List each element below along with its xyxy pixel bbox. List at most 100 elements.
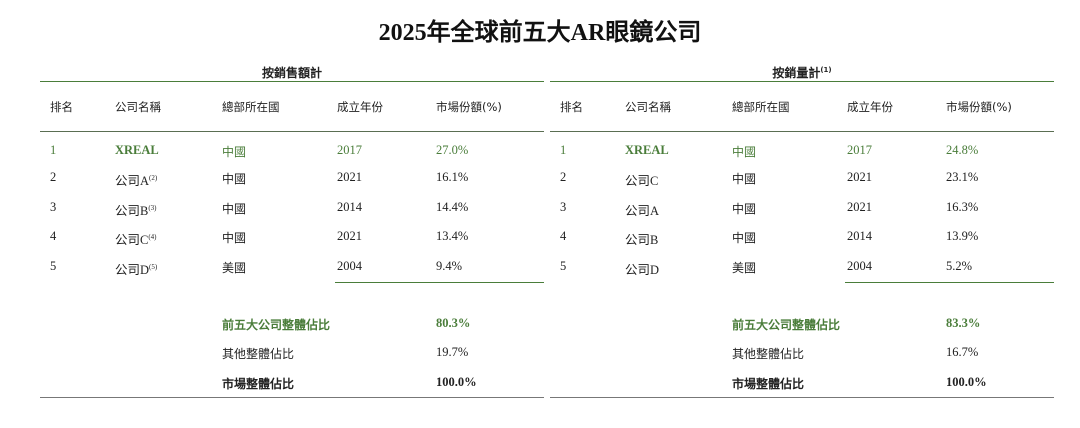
market-share: 24.8% [946,143,979,157]
column-header: 市場份額(%) [946,100,1012,114]
company-name: 公司B [625,229,658,248]
subtotal-rule [335,282,544,283]
summary-label: 市場整體佔比 [222,377,295,391]
footnote: (3) [148,203,157,212]
rank: 3 [560,200,567,214]
headquarters: 中國 [732,172,757,186]
company-name-text: 公司C [625,174,659,188]
headquarters: 中國 [222,231,247,245]
market-share: 16.1% [436,170,469,184]
column-header: 公司名稱 [115,100,161,114]
founded-year: 2021 [337,229,362,243]
market-share: 27.0% [436,143,469,157]
founded-year: 2021 [337,170,362,184]
rank: 3 [50,200,57,214]
company-name-text: XREAL [625,143,669,158]
founded-year: 2014 [337,200,362,214]
footnote: (4) [148,232,157,241]
headquarters: 中國 [732,231,757,245]
column-header: 排名 [50,100,73,114]
company-name: 公司D(5) [115,259,157,278]
summary-label: 市場整體佔比 [732,377,805,391]
headquarters: 中國 [732,202,757,216]
market-share: 5.2% [946,259,973,273]
summary-value: 19.7% [436,345,469,359]
group-label: 按銷量計 [772,66,821,80]
page-title: 2025年全球前五大AR眼鏡公司 [378,20,702,46]
column-header: 總部所在國 [732,100,790,114]
company-name-text: 公司C [115,233,149,247]
bottom-rule [40,397,544,398]
market-share: 23.1% [946,170,979,184]
header-rule [40,131,544,132]
market-share: 16.3% [946,200,979,214]
company-name: 公司C [625,170,658,189]
company-name-text: 公司B [625,233,659,247]
header-rule [550,131,1054,132]
column-header: 市場份額(%) [436,100,502,114]
summary-value: 100.0% [946,375,987,389]
column-header: 成立年份 [847,100,893,114]
headquarters: 中國 [222,202,247,216]
summary-label: 其他整體佔比 [222,347,295,361]
summary-value: 16.7% [946,345,979,359]
rank: 2 [560,170,567,184]
rank: 1 [50,143,57,157]
group-header: 按銷售額計 [40,64,544,81]
founded-year: 2021 [847,170,872,184]
headquarters: 中國 [222,145,247,159]
market-share: 14.4% [436,200,469,214]
founded-year: 2017 [337,143,362,157]
market-share: 13.9% [946,229,979,243]
rank: 2 [50,170,57,184]
founded-year: 2021 [847,200,872,214]
sales-revenue-table: 按銷售額計 排名 公司名稱 總部所在國 成立年份 市場份額(%) 1 XREAL 中國 2… [40,60,544,400]
company-name: XREAL [625,143,669,158]
rank: 4 [560,229,567,243]
market-share: 13.4% [436,229,469,243]
group-header: 按銷量計(1) [550,64,1054,81]
sales-volume-table: 按銷量計(1) 排名 公司名稱 總部所在國 成立年份 市場份額(%) 1 XREAL 中國… [550,60,1054,400]
subtotal-rule [845,282,1054,283]
rank: 5 [560,259,567,273]
headquarters: 美國 [732,261,757,275]
company-name: 公司B(3) [115,200,157,219]
rank: 1 [560,143,567,157]
footnote: (2) [149,173,158,182]
founded-year: 2004 [847,259,872,273]
footnote: (5) [149,262,158,271]
rank: 5 [50,259,57,273]
summary-value: 100.0% [436,375,477,389]
top-rule [550,81,1054,82]
summary-label: 前五大公司整體佔比 [222,318,331,332]
top-rule [40,81,544,82]
column-header: 排名 [560,100,583,114]
company-name: 公司C(4) [115,229,157,248]
summary-value: 83.3% [946,316,981,330]
company-name: XREAL [115,143,159,158]
bottom-rule [550,397,1054,398]
column-header: 總部所在國 [222,100,280,114]
headquarters: 美國 [222,261,247,275]
company-name: 公司D [625,259,659,278]
summary-value: 80.3% [436,316,471,330]
company-name-text: 公司A [115,174,150,188]
company-name: 公司A(2) [115,170,157,189]
group-label: 按銷售額計 [261,66,322,80]
founded-year: 2004 [337,259,362,273]
company-name: 公司A [625,200,659,219]
company-name-text: 公司A [625,204,660,218]
rank: 4 [50,229,57,243]
footnote: (1) [820,66,832,74]
column-header: 成立年份 [337,100,383,114]
founded-year: 2017 [847,143,872,157]
summary-label: 其他整體佔比 [732,347,805,361]
company-name-text: 公司D [625,263,660,277]
summary-label: 前五大公司整體佔比 [732,318,841,332]
company-name-text: XREAL [115,143,159,158]
company-name-text: 公司B [115,204,149,218]
headquarters: 中國 [222,172,247,186]
company-name-text: 公司D [115,263,150,277]
market-share: 9.4% [436,259,463,273]
founded-year: 2014 [847,229,872,243]
